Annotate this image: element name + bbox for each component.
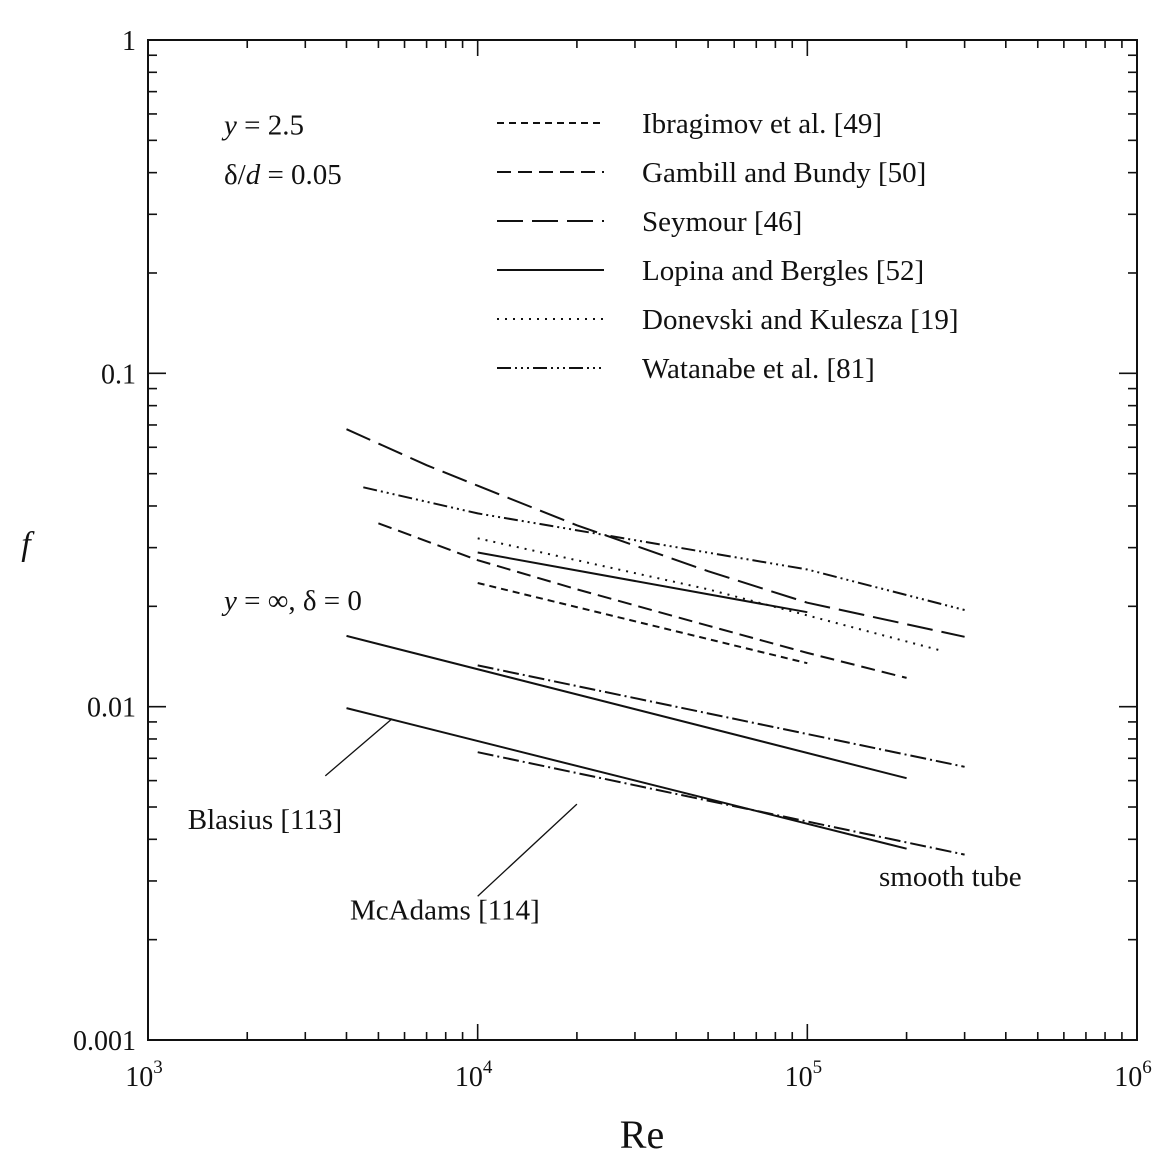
leader-line (477, 803, 578, 897)
x-tick-label: 103 (125, 1057, 163, 1093)
series-line-2 (378, 522, 907, 679)
x-tick-label: 104 (455, 1057, 493, 1093)
x-tick-label: 105 (785, 1057, 823, 1093)
series-line-9 (346, 707, 907, 850)
labels: 103 104 105 106 0.001 0.01 0.1 1 y = 2.5 δ/d = 0.… (73, 26, 1152, 1093)
y-tick-label: 0.1 (101, 359, 136, 390)
x-axis-label: Re (620, 1112, 664, 1157)
series-line-4 (477, 551, 808, 614)
legend-label: Watanabe et al. [81] (642, 353, 875, 385)
series-line-8 (477, 664, 965, 768)
legend-label: Gambill and Bundy [50] (642, 157, 926, 189)
annotation-leaders (324, 718, 578, 897)
legend: Ibragimov et al. [49] Gambill and Bundy [… (497, 108, 959, 385)
ann-mcadams: McAdams [114] (350, 894, 540, 926)
series-line-3 (346, 428, 965, 638)
y-tick-label: 1 (122, 26, 136, 57)
y-tick-label: 0.01 (87, 693, 136, 724)
x-tick-label: 106 (1114, 1057, 1152, 1093)
ann-smooth: smooth tube (879, 861, 1022, 893)
y-axis-label: f (21, 526, 35, 563)
legend-label: Donevski and Kulesza [19] (642, 304, 959, 336)
series-line-1 (477, 582, 808, 665)
plot-frame (147, 39, 1138, 1041)
series-line-7 (346, 634, 907, 780)
axis-ticks (147, 39, 1138, 1041)
legend-label: Lopina and Bergles [52] (642, 255, 924, 287)
ann-dd: δ/d = 0.05 (224, 159, 342, 191)
series-line-10 (477, 751, 965, 856)
series-layer (346, 428, 965, 856)
ann-y25: y = 2.5 (221, 110, 304, 142)
ann-blasius: Blasius [113] (188, 804, 342, 836)
series-line-6 (363, 486, 965, 611)
legend-label: Ibragimov et al. [49] (642, 108, 882, 140)
legend-label: Seymour [46] (642, 206, 802, 238)
leader-line (324, 718, 393, 777)
y-tick-label: 0.001 (73, 1026, 136, 1057)
ann-yinf: y = ∞, δ = 0 (221, 585, 362, 617)
